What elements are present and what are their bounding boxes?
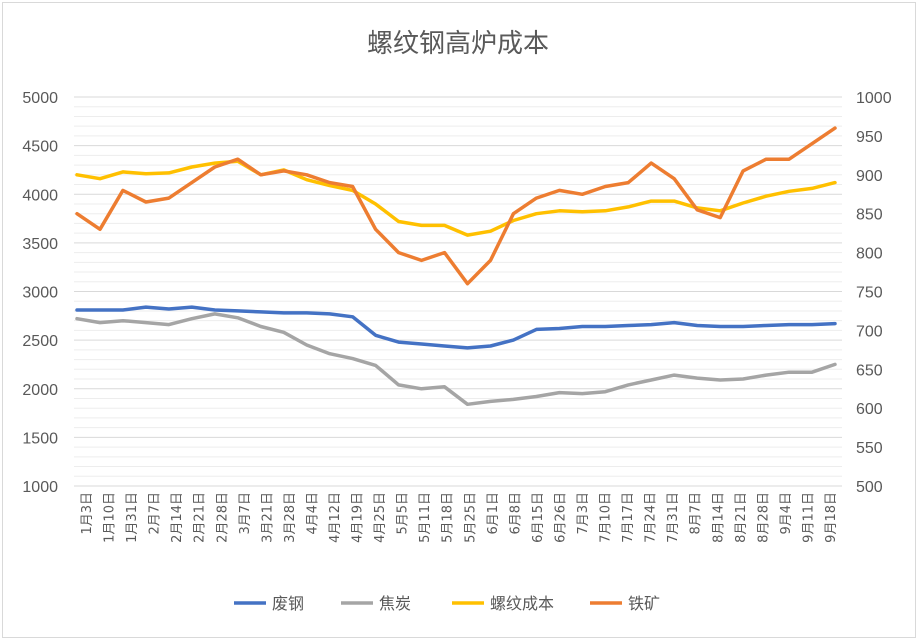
x-tick-label: 7月17日 [621,492,636,543]
x-tick-label: 5月25日 [463,492,478,543]
right-tick-label: 950 [856,129,883,146]
series-line-1 [75,312,837,407]
x-tick-label: 5月5日 [396,492,411,535]
x-tick-label: 4月25日 [373,492,388,543]
left-tick-label: 4500 [22,139,58,156]
x-tick-label: 6月15日 [531,492,546,543]
right-tick-label: 800 [856,246,883,263]
right-tick-label: 850 [856,207,883,224]
x-tick-label: 7月31日 [666,492,681,543]
left-tick-label: 4000 [22,187,58,204]
x-tick-label: 4月19日 [351,492,366,543]
x-tick-label: 8月28日 [756,492,771,543]
x-tick-label: 7月24日 [644,492,659,543]
x-tick-label: 2月7日 [148,492,163,535]
x-tick-label: 5月11日 [418,492,433,543]
right-tick-label: 500 [856,479,883,496]
series-lines [75,126,837,407]
chart-title: 螺纹钢高炉成本 [367,29,549,59]
left-tick-label: 3000 [22,285,58,302]
x-tick-label: 3月28日 [283,492,298,543]
x-tick-label: 7月3日 [576,492,591,535]
x-tick-label: 9月4日 [779,492,794,535]
x-tick-label: 9月18日 [824,492,839,543]
right-tick-label: 1000 [856,90,892,107]
x-tick-label: 4月12日 [328,492,343,543]
x-tick-label: 9月11日 [801,492,816,543]
x-tick-label: 2月28日 [215,492,230,543]
x-tick-label: 2月14日 [170,492,185,543]
x-axis-ticks: 1月3日 1月10日 1月31日 2月7日 2月14日 2月21日 2月28日 3月7日 3月2… [80,492,839,543]
right-axis-ticks: 1000 950 900 850 800 750 700 650 600 550 500 [856,90,892,496]
legend: 废钢 焦炭 螺纹成本 铁矿 [234,594,660,613]
x-tick-label: 6月1日 [486,492,501,535]
series-line-2 [75,159,837,237]
left-tick-label: 3500 [22,236,58,253]
right-tick-label: 650 [856,362,883,379]
legend-label: 焦炭 [379,594,411,613]
right-tick-label: 700 [856,323,883,340]
x-tick-label: 1月31日 [125,492,140,543]
x-tick-label: 4月4日 [305,492,320,535]
x-tick-label: 7月10日 [599,492,614,543]
gridlines [74,96,842,487]
right-tick-label: 900 [856,168,883,185]
x-tick-label: 1月3日 [80,492,95,535]
x-tick-label: 3月21日 [260,492,275,543]
x-tick-label: 8月21日 [734,492,749,543]
x-tick-label: 2月21日 [193,492,208,543]
x-tick-label: 6月26日 [553,492,568,543]
series-line-0 [75,305,837,350]
left-tick-label: 2000 [22,382,58,399]
legend-label: 铁矿 [628,594,660,613]
legend-label: 废钢 [272,594,304,613]
left-tick-label: 1500 [22,430,58,447]
left-tick-label: 5000 [22,90,58,107]
legend-label: 螺纹成本 [490,594,554,613]
x-tick-label: 8月7日 [689,492,704,535]
right-tick-label: 600 [856,401,883,418]
right-tick-label: 750 [856,285,883,302]
right-tick-label: 550 [856,440,883,457]
x-tick-label: 1月10日 [103,492,118,543]
left-tick-label: 2500 [22,333,58,350]
x-tick-label: 6月8日 [508,492,523,535]
series-line-3 [75,126,837,286]
left-tick-label: 1000 [22,479,58,496]
left-axis-ticks: 5000 4500 4000 3500 3000 2500 2000 1500 1000 [22,90,58,496]
x-tick-label: 8月14日 [711,492,726,543]
x-tick-label: 3月7日 [238,492,253,535]
x-tick-label: 5月18日 [441,492,456,543]
